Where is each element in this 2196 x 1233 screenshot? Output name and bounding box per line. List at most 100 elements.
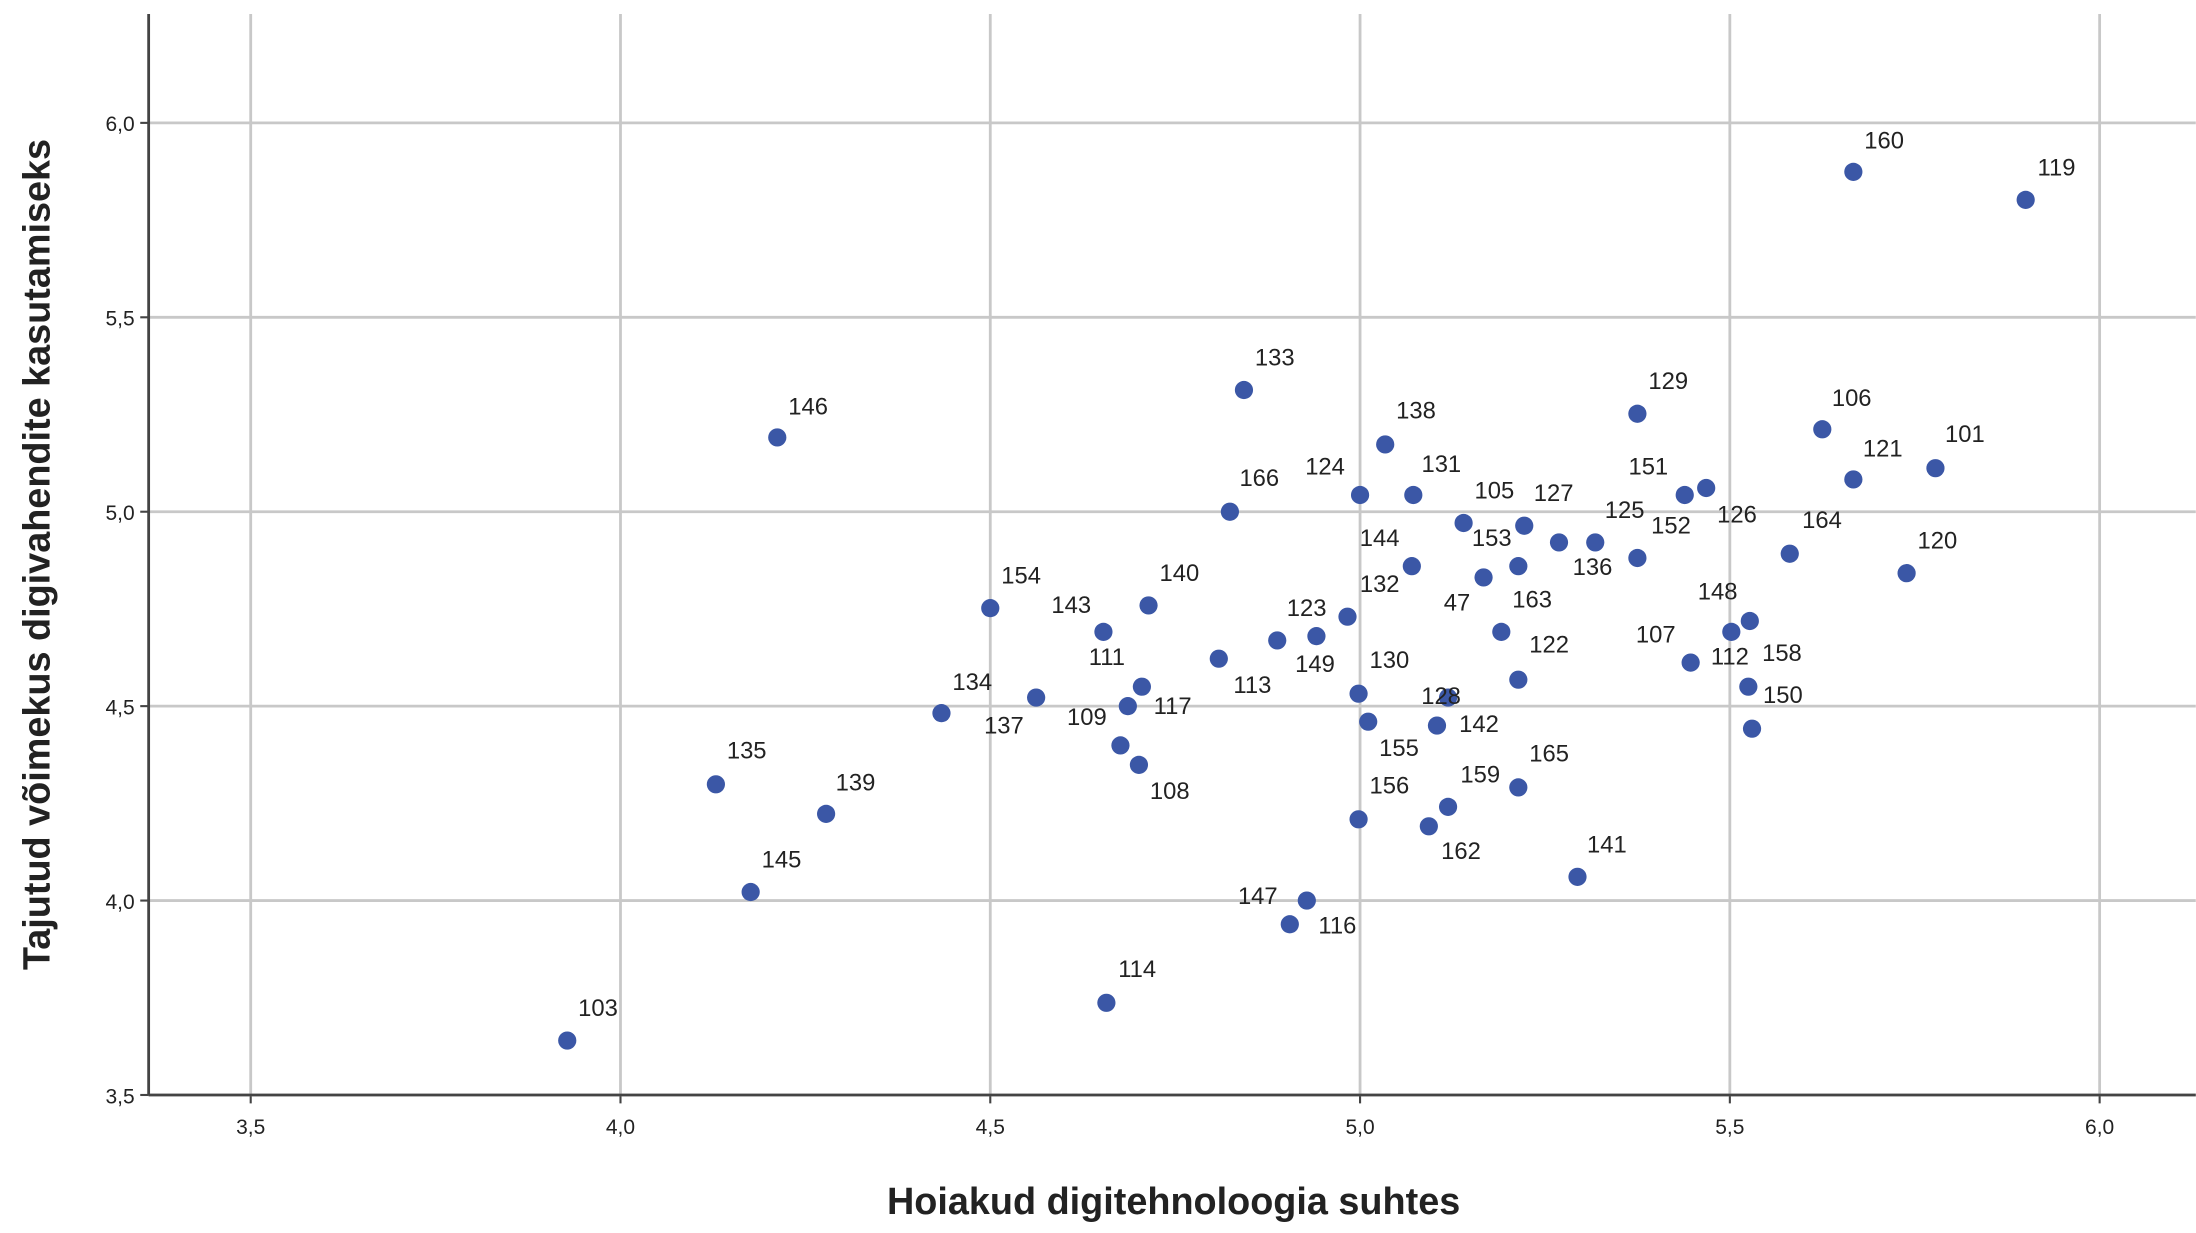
point	[1897, 564, 1916, 583]
point	[1419, 817, 1438, 836]
point-label: 148	[1698, 578, 1738, 605]
point-label: 126	[1717, 501, 1757, 528]
point	[1209, 649, 1228, 668]
point-label: 101	[1945, 421, 1985, 448]
point	[1739, 677, 1758, 696]
point-label: 165	[1529, 740, 1569, 767]
point-label: 129	[1648, 368, 1688, 395]
y-tick-label: 5,0	[105, 502, 134, 525]
point-label: 140	[1159, 560, 1199, 587]
point-label: 146	[788, 393, 828, 420]
point-label: 128	[1421, 683, 1461, 710]
point-label: 163	[1512, 586, 1552, 613]
point	[558, 1031, 577, 1050]
point-label: 160	[1864, 128, 1904, 155]
point	[741, 882, 760, 902]
point	[1628, 548, 1647, 568]
point	[1568, 867, 1587, 886]
point	[1586, 533, 1605, 552]
point	[1509, 778, 1528, 797]
point	[768, 428, 787, 447]
point-label: 154	[1001, 563, 1041, 590]
point-label: 137	[984, 712, 1024, 739]
point	[1515, 516, 1534, 535]
point-label: 164	[1802, 507, 1842, 534]
point-label: 149	[1295, 651, 1335, 678]
point-label: 114	[1118, 956, 1156, 983]
point	[1509, 670, 1528, 689]
point-label: 123	[1287, 595, 1327, 622]
y-tick-label: 5,5	[105, 308, 134, 331]
point-label: 135	[727, 737, 767, 764]
point	[1844, 470, 1863, 489]
x-tick-label: 5,0	[1345, 1116, 1374, 1139]
point-label: 162	[1441, 838, 1481, 865]
point	[1220, 502, 1240, 521]
point-label: 120	[1918, 528, 1958, 555]
point	[1427, 716, 1447, 735]
point-label: 156	[1370, 772, 1410, 799]
x-tick-label: 4,5	[976, 1116, 1005, 1139]
y-tick-label: 3,5	[105, 1085, 134, 1108]
point	[1307, 627, 1326, 646]
point	[1132, 677, 1151, 696]
point-label: 151	[1628, 454, 1668, 481]
x-axis-title: Hoiakud digitehnoloogia suhtes	[887, 1181, 1460, 1223]
point-label: 107	[1636, 621, 1676, 648]
y-tick-label: 6,0	[105, 113, 134, 136]
point-label: 147	[1238, 883, 1278, 910]
point	[1454, 513, 1473, 533]
point	[1675, 485, 1694, 505]
point-label: 122	[1529, 631, 1569, 658]
point-label: 108	[1150, 778, 1190, 805]
x-tick-label: 4,0	[606, 1116, 635, 1139]
point	[1474, 568, 1493, 587]
point-label: 138	[1396, 398, 1436, 425]
point-label: 124	[1305, 454, 1345, 481]
point-label: 47	[1444, 589, 1470, 616]
y-axis-title: Tajutud võimekus digivahendite kasutamis…	[16, 139, 58, 970]
point	[1740, 611, 1759, 631]
point-label: 105	[1475, 477, 1515, 504]
point	[1438, 688, 1458, 707]
point	[1097, 993, 1116, 1012]
point	[1111, 736, 1130, 755]
point	[1681, 653, 1700, 672]
y-tick-label: 4,5	[105, 696, 134, 719]
point-label: 106	[1832, 385, 1872, 412]
point-label: 103	[578, 995, 618, 1022]
point-label: 127	[1534, 480, 1574, 507]
point-label: 111	[1089, 644, 1125, 671]
point-label: 109	[1067, 704, 1107, 731]
point-label: 117	[1154, 693, 1192, 720]
point	[816, 804, 836, 823]
point	[1844, 162, 1863, 181]
point-label: 143	[1051, 592, 1091, 619]
point	[1359, 712, 1378, 731]
point-label: 132	[1360, 571, 1400, 598]
point	[1118, 697, 1137, 716]
point-label: 158	[1762, 640, 1802, 667]
point-label: 159	[1460, 761, 1500, 788]
point-label: 150	[1763, 682, 1803, 709]
point-label: 121	[1863, 435, 1903, 462]
x-tick-label: 3,5	[236, 1116, 265, 1139]
point-label: 119	[2038, 154, 2076, 181]
point	[1402, 557, 1421, 576]
point	[1139, 596, 1158, 615]
point	[706, 775, 725, 794]
point	[1404, 485, 1423, 505]
point	[1628, 404, 1647, 423]
point	[1438, 797, 1458, 816]
point	[1780, 544, 1799, 563]
point	[1349, 810, 1368, 829]
point-label: 139	[836, 770, 876, 797]
point	[1094, 622, 1113, 641]
point-label: 136	[1573, 554, 1613, 581]
point	[1280, 915, 1299, 934]
point-label: 125	[1605, 497, 1645, 524]
point	[2016, 190, 2035, 209]
point	[1549, 533, 1569, 552]
point	[1349, 684, 1368, 703]
